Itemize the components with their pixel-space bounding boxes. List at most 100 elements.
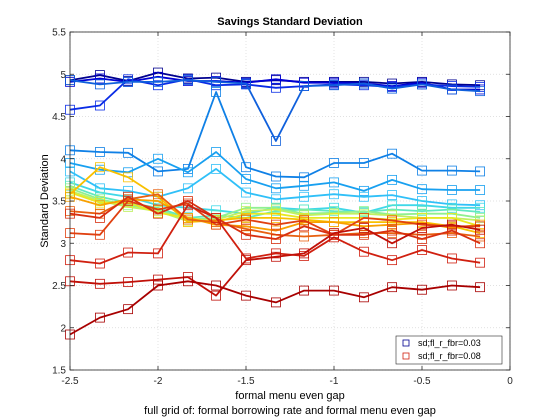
data-point bbox=[211, 87, 221, 97]
series-line bbox=[69, 204, 481, 265]
data-point bbox=[153, 280, 163, 291]
y-tick-label: 4 bbox=[60, 154, 66, 165]
data-point bbox=[241, 174, 251, 184]
data-point bbox=[123, 304, 133, 315]
data-point bbox=[475, 207, 485, 217]
data-point bbox=[153, 196, 163, 206]
data-point bbox=[387, 174, 397, 185]
data-point bbox=[95, 100, 105, 111]
data-point bbox=[95, 79, 105, 90]
series-line bbox=[69, 79, 481, 142]
data-point bbox=[447, 253, 457, 264]
data-point bbox=[271, 234, 281, 244]
data-point bbox=[271, 82, 281, 93]
x-tick-label: -0.5 bbox=[413, 376, 431, 387]
data-point bbox=[271, 183, 281, 194]
data-point bbox=[329, 228, 339, 239]
data-point bbox=[271, 297, 281, 308]
data-point bbox=[359, 158, 369, 168]
data-point bbox=[95, 229, 105, 240]
data-point bbox=[387, 83, 397, 94]
data-point bbox=[299, 285, 309, 296]
data-point bbox=[299, 248, 309, 259]
data-point bbox=[359, 229, 369, 240]
data-point bbox=[211, 290, 221, 301]
data-point bbox=[183, 200, 193, 211]
data-point bbox=[417, 284, 427, 295]
data-point bbox=[447, 225, 457, 236]
data-point bbox=[241, 229, 251, 240]
data-point bbox=[299, 191, 309, 202]
data-point bbox=[329, 285, 339, 296]
data-point bbox=[271, 74, 281, 85]
data-point bbox=[153, 166, 163, 177]
data-point bbox=[475, 282, 485, 293]
data-point bbox=[95, 212, 105, 223]
data-point bbox=[211, 147, 221, 157]
data-point bbox=[123, 76, 133, 87]
data-point bbox=[329, 158, 339, 168]
ticks: -2.5 -2 -1.5 -1 -0.5 0 1.5 2 2.5 3 3.5 4 4.5 5 5.5 bbox=[52, 28, 513, 388]
data-point bbox=[123, 247, 133, 258]
data-point bbox=[329, 80, 339, 91]
data-point bbox=[241, 187, 251, 198]
data-point bbox=[447, 84, 457, 95]
data-point bbox=[299, 215, 309, 226]
data-point bbox=[387, 225, 397, 236]
data-point bbox=[447, 165, 457, 176]
series-layer bbox=[65, 67, 485, 340]
data-point bbox=[447, 280, 457, 291]
data-point bbox=[123, 191, 133, 202]
data-point bbox=[417, 200, 427, 211]
data-point bbox=[359, 191, 369, 202]
data-point bbox=[241, 78, 251, 89]
data-point bbox=[95, 200, 105, 211]
data-point bbox=[387, 255, 397, 266]
x-tick-label: -2.5 bbox=[61, 376, 79, 387]
series-19 bbox=[65, 276, 485, 340]
legend-entry: sd;fl_r_fbr=0.03 bbox=[418, 338, 481, 348]
data-point bbox=[241, 214, 251, 225]
data-point bbox=[211, 212, 221, 223]
data-point bbox=[329, 189, 339, 200]
data-point bbox=[153, 153, 163, 164]
data-point bbox=[183, 167, 193, 178]
y-axis-label: Standard Deviation bbox=[39, 154, 51, 248]
legend-marker bbox=[402, 352, 410, 360]
plot-area: -2.5 -2 -1.5 -1 -0.5 0 1.5 2 2.5 3 3.5 4 4.5 5 5.5 bbox=[52, 28, 513, 388]
data-point bbox=[417, 165, 427, 176]
data-point bbox=[123, 147, 133, 158]
data-point bbox=[475, 238, 485, 249]
y-tick-label: 5.5 bbox=[52, 28, 66, 39]
data-point bbox=[359, 212, 369, 223]
data-point bbox=[95, 162, 105, 173]
data-point bbox=[241, 290, 251, 301]
data-point bbox=[123, 277, 133, 288]
data-point bbox=[183, 183, 193, 194]
data-point bbox=[329, 217, 339, 228]
data-point bbox=[123, 185, 133, 196]
data-point bbox=[299, 231, 309, 242]
footer-label: full grid of: formal borrowing rate and … bbox=[144, 405, 436, 417]
x-axis-label: formal menu even gap bbox=[235, 390, 344, 402]
legend-marker bbox=[402, 339, 410, 347]
data-point bbox=[95, 278, 105, 289]
data-point bbox=[417, 223, 427, 233]
data-point bbox=[475, 231, 485, 242]
x-tick-label: -1.5 bbox=[237, 376, 255, 387]
x-tick-label: -2 bbox=[154, 376, 163, 387]
data-point bbox=[153, 208, 163, 219]
data-point bbox=[271, 251, 281, 262]
data-point bbox=[299, 81, 309, 91]
data-point bbox=[299, 180, 309, 191]
data-point bbox=[183, 214, 193, 225]
legend-box bbox=[395, 335, 503, 365]
chart-title: Savings Standard Deviation bbox=[217, 16, 363, 28]
y-tick-label: 2 bbox=[60, 323, 66, 334]
y-tick-label: 2.5 bbox=[52, 281, 66, 292]
series-line bbox=[69, 200, 481, 236]
series-3 bbox=[65, 75, 485, 146]
data-point bbox=[183, 75, 193, 86]
data-point bbox=[271, 171, 281, 182]
